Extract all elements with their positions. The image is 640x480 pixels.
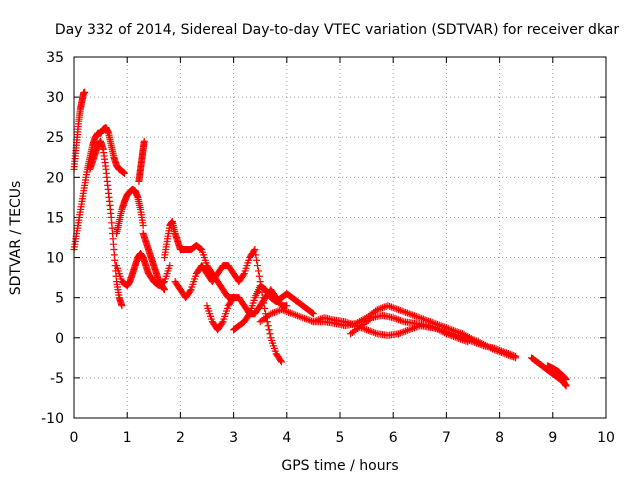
series-track-h bbox=[160, 217, 238, 302]
data-point bbox=[266, 330, 274, 338]
x-tick-label: 0 bbox=[70, 430, 79, 446]
x-tick-label: 9 bbox=[548, 430, 557, 446]
series-track-d bbox=[113, 185, 147, 237]
x-tick-label: 1 bbox=[123, 430, 132, 446]
x-tick-label: 4 bbox=[282, 430, 291, 446]
x-tick-label: 5 bbox=[336, 430, 345, 446]
data-point bbox=[239, 271, 247, 279]
x-tick-label: 6 bbox=[389, 430, 398, 446]
x-tick-label: 7 bbox=[442, 430, 451, 446]
x-tick-label: 10 bbox=[597, 430, 615, 446]
x-axis-label: GPS time / hours bbox=[281, 458, 398, 474]
y-tick-label: 0 bbox=[55, 331, 64, 347]
y-tick-label: 5 bbox=[55, 291, 64, 307]
data-point bbox=[118, 302, 126, 310]
data-point bbox=[562, 382, 570, 390]
data-point bbox=[121, 169, 129, 177]
data-point bbox=[250, 247, 258, 255]
grid-lines bbox=[74, 57, 606, 418]
y-tick-label: 20 bbox=[46, 170, 64, 186]
y-tick-label: -10 bbox=[41, 411, 64, 427]
series-track-j bbox=[203, 286, 291, 334]
series-track-g bbox=[139, 229, 168, 294]
data-point bbox=[562, 375, 570, 383]
series-track-n bbox=[347, 311, 472, 346]
plot-frame bbox=[73, 56, 607, 419]
series-track-p bbox=[543, 362, 570, 383]
y-axis-label: SDTVAR / TECUs bbox=[8, 181, 24, 296]
data-point bbox=[464, 338, 472, 346]
data-point bbox=[512, 352, 520, 360]
data-point bbox=[166, 262, 174, 270]
y-tick-label: 15 bbox=[46, 210, 64, 226]
data-point bbox=[255, 272, 263, 280]
x-tick-labels: 0 1 2 3 4 5 6 7 8 9 10 bbox=[70, 430, 615, 446]
data-points bbox=[70, 88, 570, 390]
data-point bbox=[253, 256, 261, 264]
series-track-o bbox=[528, 354, 570, 390]
data-point bbox=[160, 286, 168, 294]
data-point bbox=[254, 262, 262, 270]
x-tick-label: 3 bbox=[229, 430, 238, 446]
data-point bbox=[252, 251, 260, 259]
data-point bbox=[245, 311, 253, 319]
y-tick-labels: -10 -5 0 5 10 15 20 25 30 35 bbox=[41, 50, 64, 427]
data-point bbox=[218, 319, 226, 327]
x-tick-label: 2 bbox=[176, 430, 185, 446]
series-track-k bbox=[230, 282, 317, 334]
series-track-e bbox=[113, 250, 174, 290]
data-point bbox=[139, 221, 147, 229]
x-tick-label: 8 bbox=[495, 430, 504, 446]
y-tick-label: 30 bbox=[46, 90, 64, 106]
y-tick-label: 35 bbox=[46, 50, 64, 66]
data-point bbox=[81, 88, 89, 96]
data-point bbox=[309, 310, 317, 318]
y-tick-label: -5 bbox=[50, 371, 64, 387]
data-point bbox=[186, 287, 194, 295]
data-point bbox=[265, 326, 273, 334]
series-track-l bbox=[256, 302, 520, 362]
series-track-f bbox=[135, 137, 148, 185]
y-tick-label: 25 bbox=[46, 130, 64, 146]
data-point bbox=[277, 357, 285, 365]
series-track-b bbox=[70, 88, 89, 173]
data-point bbox=[254, 267, 262, 275]
series-track-c bbox=[86, 137, 126, 310]
data-point bbox=[264, 322, 272, 330]
data-point bbox=[261, 304, 269, 312]
chart-title: Day 332 of 2014, Sidereal Day-to-day VTE… bbox=[55, 22, 620, 38]
data-point bbox=[309, 309, 317, 317]
y-tick-label: 10 bbox=[46, 251, 64, 267]
data-point bbox=[283, 302, 291, 310]
data-point bbox=[140, 137, 148, 145]
series-track-i bbox=[171, 246, 285, 366]
data-point bbox=[251, 246, 259, 254]
data-point bbox=[277, 358, 285, 366]
